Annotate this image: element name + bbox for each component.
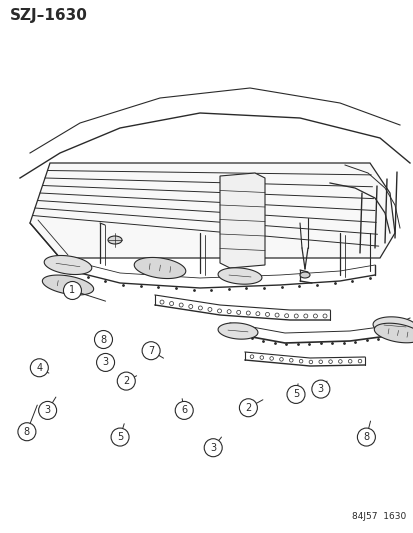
Text: 3: 3 bbox=[317, 384, 323, 394]
Circle shape bbox=[284, 314, 288, 318]
Circle shape bbox=[63, 281, 81, 300]
Polygon shape bbox=[44, 255, 92, 274]
Circle shape bbox=[18, 423, 36, 441]
Polygon shape bbox=[372, 317, 413, 335]
Circle shape bbox=[255, 312, 259, 316]
Text: 1: 1 bbox=[69, 286, 75, 295]
Polygon shape bbox=[218, 323, 257, 339]
Circle shape bbox=[279, 358, 282, 361]
Circle shape bbox=[328, 360, 332, 364]
Polygon shape bbox=[134, 257, 185, 279]
Circle shape bbox=[227, 310, 230, 313]
Circle shape bbox=[30, 359, 48, 377]
Polygon shape bbox=[30, 163, 394, 258]
Circle shape bbox=[198, 306, 202, 310]
Circle shape bbox=[318, 360, 322, 364]
Ellipse shape bbox=[108, 236, 122, 244]
Circle shape bbox=[236, 310, 240, 314]
Circle shape bbox=[179, 303, 183, 307]
Circle shape bbox=[38, 401, 57, 419]
Text: 8: 8 bbox=[24, 427, 30, 437]
Text: 3: 3 bbox=[102, 358, 108, 367]
Polygon shape bbox=[218, 268, 261, 284]
Circle shape bbox=[265, 312, 269, 317]
Circle shape bbox=[159, 300, 164, 304]
Text: 7: 7 bbox=[147, 346, 154, 356]
Circle shape bbox=[294, 314, 297, 318]
Text: 3: 3 bbox=[45, 406, 50, 415]
Circle shape bbox=[94, 330, 112, 349]
Text: 6: 6 bbox=[181, 406, 187, 415]
Circle shape bbox=[207, 308, 211, 311]
Text: 5: 5 bbox=[116, 432, 123, 442]
Circle shape bbox=[142, 342, 160, 360]
Ellipse shape bbox=[299, 272, 309, 278]
Circle shape bbox=[204, 439, 222, 457]
Circle shape bbox=[338, 360, 341, 364]
Circle shape bbox=[274, 313, 278, 317]
Circle shape bbox=[286, 385, 304, 403]
Text: SZJ–1630: SZJ–1630 bbox=[10, 8, 88, 23]
Circle shape bbox=[356, 428, 375, 446]
Text: 8: 8 bbox=[100, 335, 106, 344]
Circle shape bbox=[309, 360, 312, 364]
Text: 8: 8 bbox=[363, 432, 368, 442]
Text: 2: 2 bbox=[123, 376, 129, 386]
Circle shape bbox=[249, 355, 253, 359]
Circle shape bbox=[96, 353, 114, 372]
Text: 4: 4 bbox=[36, 363, 42, 373]
Circle shape bbox=[322, 314, 326, 318]
Circle shape bbox=[311, 380, 329, 398]
Circle shape bbox=[259, 356, 263, 359]
Circle shape bbox=[239, 399, 257, 417]
Polygon shape bbox=[219, 173, 264, 268]
Circle shape bbox=[169, 302, 173, 305]
Text: 84J57  1630: 84J57 1630 bbox=[351, 512, 405, 521]
Circle shape bbox=[175, 401, 193, 419]
Text: 2: 2 bbox=[244, 403, 251, 413]
Circle shape bbox=[299, 359, 302, 363]
Circle shape bbox=[313, 314, 317, 318]
Circle shape bbox=[188, 304, 192, 309]
Polygon shape bbox=[373, 323, 413, 343]
Circle shape bbox=[117, 372, 135, 390]
Circle shape bbox=[348, 359, 351, 363]
Circle shape bbox=[217, 309, 221, 313]
Circle shape bbox=[111, 428, 129, 446]
Circle shape bbox=[303, 314, 307, 318]
Polygon shape bbox=[42, 275, 93, 295]
Text: 5: 5 bbox=[292, 390, 299, 399]
Circle shape bbox=[357, 359, 361, 363]
Circle shape bbox=[246, 311, 250, 315]
Circle shape bbox=[269, 357, 273, 360]
Circle shape bbox=[289, 359, 292, 362]
Text: 3: 3 bbox=[210, 443, 216, 453]
